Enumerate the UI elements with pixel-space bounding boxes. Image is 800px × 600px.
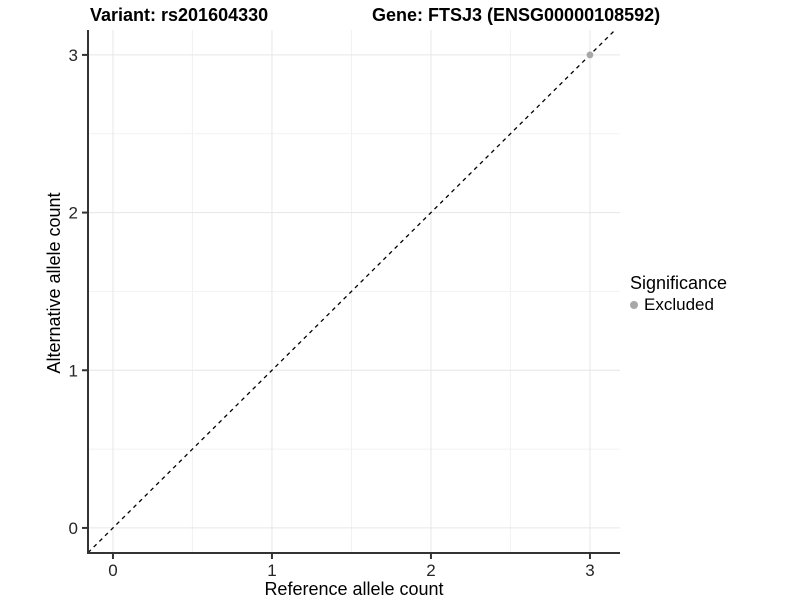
variant-title: Variant: rs201604330 bbox=[90, 5, 269, 25]
data-point bbox=[586, 51, 594, 59]
y-tick-label: 1 bbox=[69, 361, 78, 380]
x-tick-label: 1 bbox=[267, 561, 276, 580]
y-tick-label: 3 bbox=[69, 46, 78, 65]
legend: Significance Excluded bbox=[630, 273, 727, 314]
x-tick-label: 3 bbox=[585, 561, 594, 580]
x-tick-label: 0 bbox=[108, 561, 117, 580]
y-tick-label: 2 bbox=[69, 204, 78, 223]
legend-point-icon bbox=[630, 300, 638, 309]
plot-panel: 0 1 2 3 0 1 2 3 bbox=[69, 29, 620, 580]
legend-title: Significance bbox=[630, 273, 728, 293]
legend-item-excluded: Excluded bbox=[630, 295, 727, 314]
identity-line bbox=[87, 29, 616, 554]
y-tick-label: 0 bbox=[69, 519, 78, 538]
y-axis-label: Alternative allele count bbox=[44, 192, 64, 374]
legend-item-label: Excluded bbox=[644, 295, 714, 314]
x-axis-label: Reference allele count bbox=[264, 579, 444, 599]
x-tick-label: 2 bbox=[426, 561, 435, 580]
gene-title: Gene: FTSJ3 (ENSG00000108592) bbox=[372, 5, 661, 25]
